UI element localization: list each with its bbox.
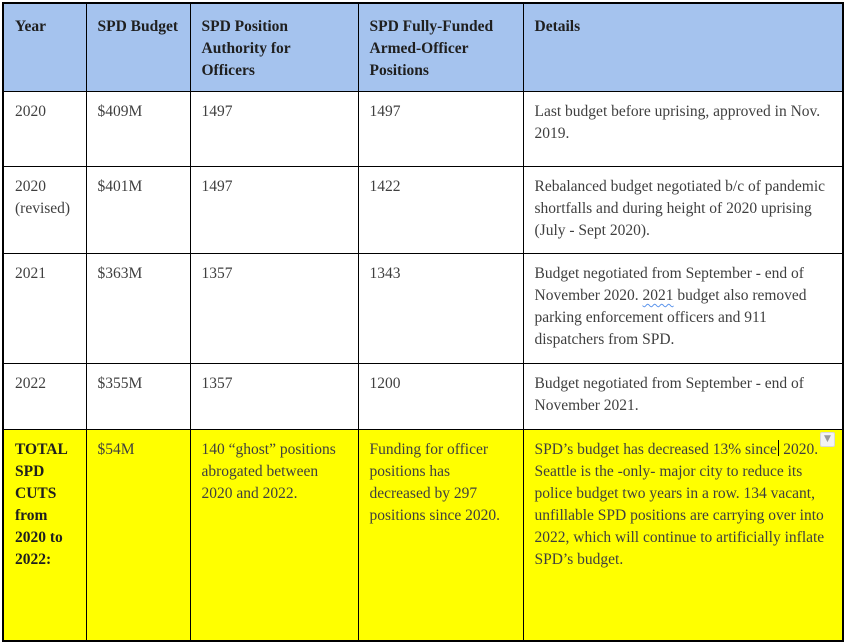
cell-details[interactable]: Budget negotiated from September - end o…: [522, 253, 844, 364]
cell-funded[interactable]: 1200: [357, 363, 524, 430]
details-text: SPD’s budget has decreased 13% since: [534, 441, 777, 458]
cell-authority[interactable]: 1497: [189, 91, 359, 167]
table-row-2022: 2022 $355M 1357 1200 Budget negotiated f…: [2, 363, 844, 430]
cell-year[interactable]: 2021: [2, 253, 87, 364]
cell-budget[interactable]: $409M: [85, 91, 191, 167]
cell-total-details[interactable]: SPD’s budget has decreased 13% since 202…: [522, 429, 844, 641]
chevron-down-icon: ▼: [824, 434, 831, 444]
table-row-2021: 2021 $363M 1357 1343 Budget negotiated f…: [2, 253, 844, 364]
cell-authority[interactable]: 1357: [189, 253, 359, 364]
cell-details[interactable]: Last budget before uprising, approved in…: [522, 91, 844, 167]
cell-total-budget[interactable]: $54M: [85, 429, 191, 641]
details-text: budget also removed parking enforcement …: [534, 287, 807, 348]
cell-budget[interactable]: $401M: [85, 166, 191, 254]
text-cursor: [777, 439, 780, 456]
table-row-2020-revised: 2020 (revised) $401M 1497 1422 Rebalance…: [2, 166, 844, 254]
cell-total-label[interactable]: TOTAL SPD CUTS from 2020 to 2022:: [2, 429, 87, 641]
cell-details[interactable]: Budget negotiated from September - end o…: [522, 363, 844, 430]
details-text: Budget negotiated from September - end o…: [534, 265, 804, 304]
cell-authority[interactable]: 1497: [189, 166, 359, 254]
cell-year[interactable]: 2020 (revised): [2, 166, 87, 254]
cell-total-funded[interactable]: Funding for officer positions has decrea…: [357, 429, 524, 641]
cell-funded[interactable]: 1497: [357, 91, 524, 167]
cell-year[interactable]: 2020: [2, 91, 87, 167]
header-row: Year SPD Budget SPD Position Authority f…: [2, 2, 844, 92]
col-header-budget[interactable]: SPD Budget: [85, 2, 191, 92]
details-text: 2020. Seattle is the -only- major city t…: [534, 441, 825, 568]
table-row-total-cuts: TOTAL SPD CUTS from 2020 to 2022: $54M 1…: [2, 429, 844, 641]
cell-funded[interactable]: 1343: [357, 253, 524, 364]
table-row-2020: 2020 $409M 1497 1497 Last budget before …: [2, 91, 844, 167]
spellcheck-flagged-word: 2021: [642, 287, 674, 304]
cell-total-authority[interactable]: 140 “ghost” positions abrogated between …: [189, 429, 359, 641]
cell-funded[interactable]: 1422: [357, 166, 524, 254]
cell-dropdown-button[interactable]: ▼: [820, 432, 835, 447]
cell-authority[interactable]: 1357: [189, 363, 359, 430]
cell-year[interactable]: 2022: [2, 363, 87, 430]
cell-details[interactable]: Rebalanced budget negotiated b/c of pand…: [522, 166, 844, 254]
col-header-funded-positions[interactable]: SPD Fully-Funded Armed-Officer Positions: [357, 2, 524, 92]
col-header-details[interactable]: Details: [522, 2, 844, 92]
col-header-year[interactable]: Year: [2, 2, 87, 92]
cell-budget[interactable]: $355M: [85, 363, 191, 430]
col-header-position-authority[interactable]: SPD Position Authority for Officers: [189, 2, 359, 92]
cell-budget[interactable]: $363M: [85, 253, 191, 364]
